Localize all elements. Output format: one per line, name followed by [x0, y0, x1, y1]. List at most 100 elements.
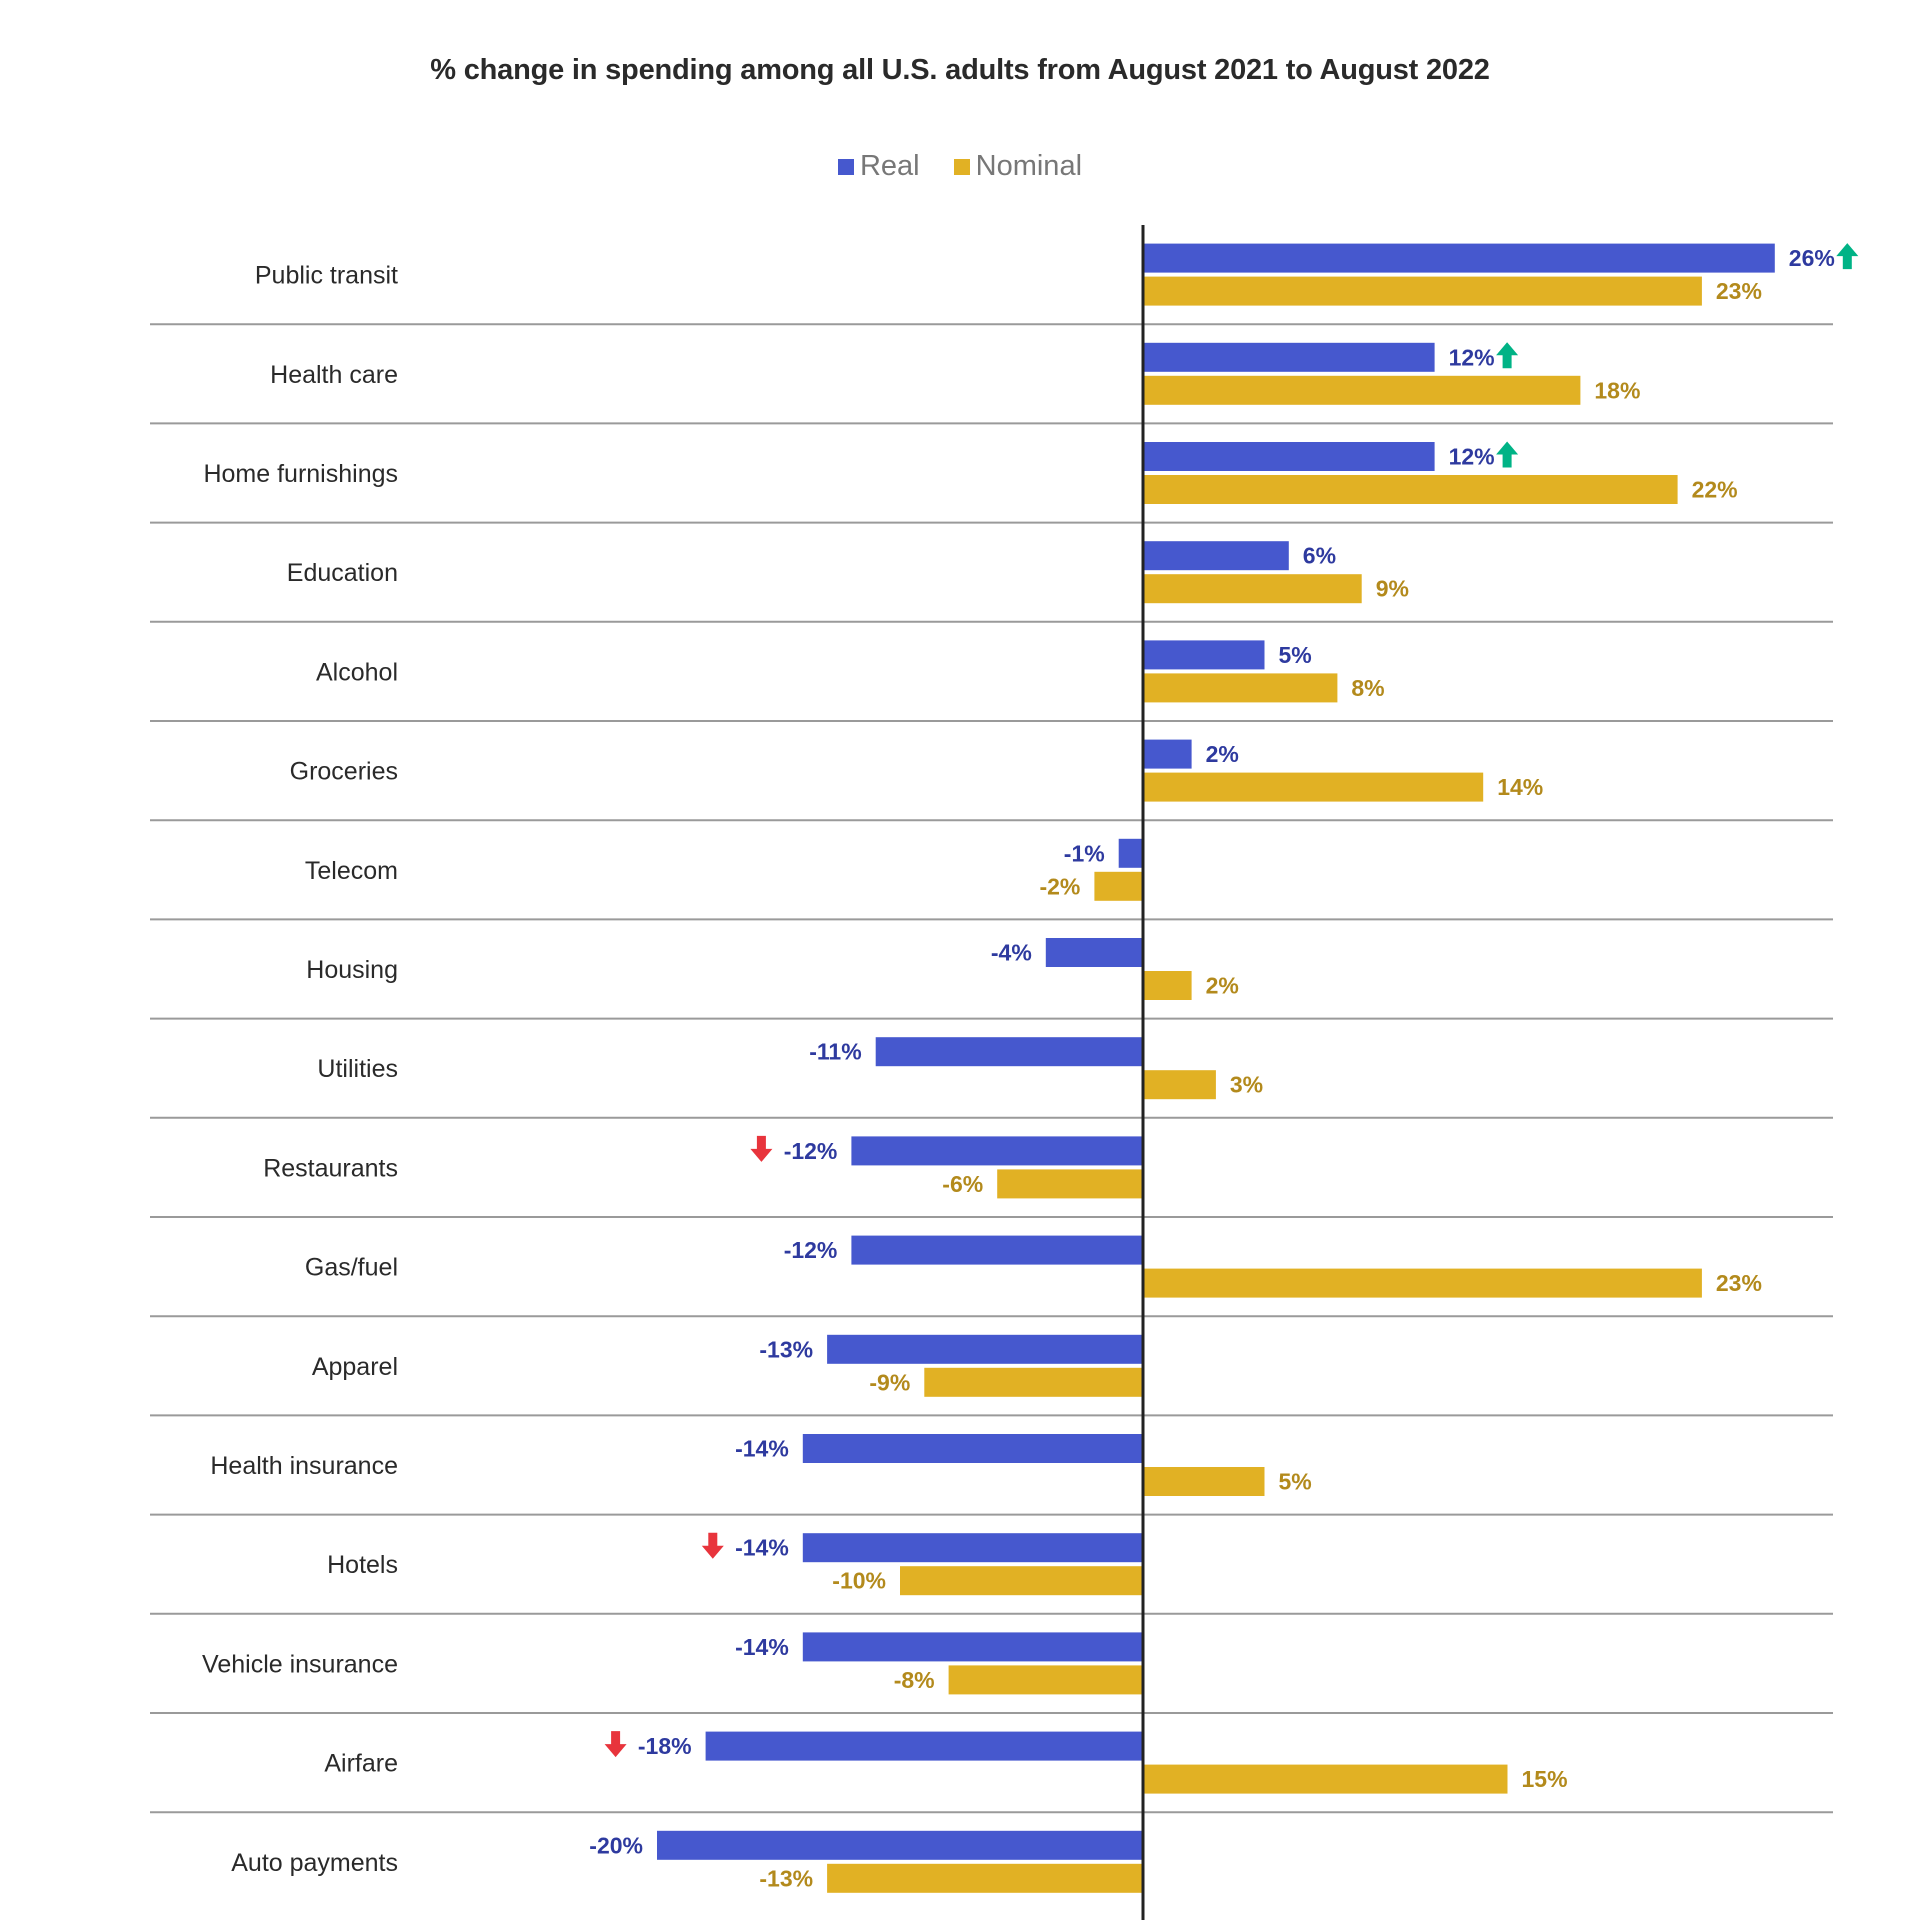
value-label-real-education: 6% [1303, 543, 1336, 569]
value-label-nominal-housing: 2% [1206, 973, 1239, 999]
bar-nominal-vehicle-insurance [948, 1665, 1143, 1695]
category-label-utilities: Utilities [317, 1055, 398, 1083]
bar-real-auto-payments [657, 1830, 1143, 1860]
category-label-apparel: Apparel [312, 1353, 398, 1381]
value-label-nominal-vehicle-insurance: -8% [894, 1667, 935, 1693]
bar-real-education [1143, 541, 1289, 571]
value-label-nominal-health-insurance: 5% [1279, 1469, 1312, 1495]
category-label-vehicle-insurance: Vehicle insurance [202, 1650, 398, 1678]
bar-real-home-furnishings [1143, 442, 1435, 471]
value-label-nominal-utilities: 3% [1230, 1072, 1263, 1098]
legend: Real Nominal [0, 150, 1920, 183]
bar-real-groceries [1143, 739, 1192, 769]
bar-real-utilities [875, 1037, 1143, 1067]
value-label-real-telecom: -1% [1064, 840, 1105, 866]
legend-item-real[interactable]: Real [837, 150, 920, 183]
value-label-nominal-hotels: -10% [832, 1568, 886, 1594]
value-label-nominal-restaurants: -6% [942, 1171, 983, 1197]
arrow-down-icon [750, 1135, 773, 1162]
bar-real-alcohol [1143, 640, 1265, 670]
bar-real-telecom [1118, 838, 1143, 868]
value-label-real-health-care: 12% [1449, 344, 1495, 370]
value-label-nominal-education: 9% [1376, 576, 1409, 602]
arrow-up-icon [1496, 441, 1519, 468]
value-label-nominal-auto-payments: -13% [759, 1865, 813, 1891]
category-label-restaurants: Restaurants [263, 1154, 398, 1182]
category-label-gas-fuel: Gas/fuel [305, 1254, 398, 1282]
bar-nominal-utilities [1143, 1070, 1216, 1100]
value-label-real-apparel: -13% [759, 1336, 813, 1362]
bar-real-airfare [705, 1731, 1143, 1761]
bar-nominal-restaurants [997, 1169, 1143, 1199]
legend-item-nominal[interactable]: Nominal [953, 150, 1083, 183]
value-label-real-home-furnishings: 12% [1449, 444, 1495, 470]
category-label-public-transit: Public transit [255, 262, 398, 290]
bar-real-vehicle-insurance [802, 1632, 1143, 1662]
value-label-real-housing: -4% [991, 940, 1032, 966]
value-label-real-restaurants: -12% [784, 1138, 838, 1164]
legend-swatch-real [837, 158, 854, 175]
legend-swatch-nominal [953, 158, 970, 175]
value-label-real-utilities: -11% [809, 1039, 861, 1065]
value-label-nominal-telecom: -2% [1039, 873, 1080, 899]
category-label-hotels: Hotels [327, 1551, 398, 1579]
value-label-real-gas-fuel: -12% [784, 1237, 838, 1263]
legend-label-nominal: Nominal [975, 150, 1083, 182]
value-label-real-vehicle-insurance: -14% [735, 1634, 789, 1660]
bar-nominal-health-insurance [1143, 1467, 1265, 1496]
bar-nominal-gas-fuel [1143, 1268, 1702, 1298]
category-label-education: Education [287, 559, 398, 587]
bar-real-restaurants [851, 1136, 1143, 1166]
bar-real-gas-fuel [851, 1235, 1143, 1265]
value-label-nominal-apparel: -9% [869, 1369, 910, 1395]
value-label-real-airfare: -18% [638, 1733, 692, 1759]
value-label-real-auto-payments: -20% [589, 1832, 643, 1858]
arrow-down-icon [701, 1532, 724, 1559]
bar-real-apparel [827, 1334, 1143, 1364]
category-label-airfare: Airfare [324, 1750, 398, 1778]
category-label-auto-payments: Auto payments [231, 1849, 398, 1877]
value-label-real-hotels: -14% [735, 1535, 789, 1561]
bar-nominal-public-transit [1143, 276, 1702, 306]
legend-label-real: Real [859, 150, 920, 182]
bar-nominal-hotels [900, 1566, 1143, 1596]
bar-real-health-insurance [802, 1434, 1143, 1463]
category-label-groceries: Groceries [290, 758, 398, 786]
bar-real-health-care [1143, 342, 1435, 372]
value-label-nominal-health-care: 18% [1594, 377, 1640, 403]
value-label-nominal-public-transit: 23% [1716, 278, 1762, 304]
value-label-nominal-gas-fuel: 23% [1716, 1270, 1762, 1296]
arrow-up-icon [1836, 243, 1859, 270]
value-label-real-groceries: 2% [1206, 741, 1239, 767]
value-label-nominal-home-furnishings: 22% [1692, 477, 1738, 503]
category-label-home-furnishings: Home furnishings [203, 460, 398, 488]
bar-nominal-telecom [1094, 871, 1143, 901]
bar-real-hotels [802, 1533, 1143, 1563]
chart-title: % change in spending among all U.S. adul… [430, 54, 1490, 86]
bar-nominal-auto-payments [827, 1863, 1143, 1893]
category-label-health-care: Health care [270, 361, 398, 389]
bar-nominal-apparel [924, 1367, 1143, 1397]
category-label-health-insurance: Health insurance [210, 1452, 398, 1480]
arrow-up-icon [1496, 342, 1519, 369]
bar-real-housing [1045, 938, 1143, 967]
bar-nominal-education [1143, 574, 1362, 604]
value-label-real-alcohol: 5% [1279, 642, 1312, 668]
value-label-nominal-airfare: 15% [1522, 1766, 1568, 1792]
bar-nominal-groceries [1143, 772, 1484, 802]
bar-nominal-health-care [1143, 375, 1581, 405]
value-label-nominal-alcohol: 8% [1351, 675, 1384, 701]
value-label-real-public-transit: 26% [1789, 245, 1835, 271]
category-label-telecom: Telecom [305, 857, 398, 885]
category-label-housing: Housing [306, 956, 398, 984]
bar-nominal-alcohol [1143, 673, 1338, 703]
arrow-down-icon [604, 1731, 627, 1758]
category-label-alcohol: Alcohol [316, 658, 398, 686]
bar-nominal-housing [1143, 971, 1192, 1000]
value-label-real-health-insurance: -14% [735, 1436, 789, 1462]
value-label-nominal-groceries: 14% [1497, 774, 1543, 800]
bar-nominal-home-furnishings [1143, 475, 1678, 504]
bar-real-public-transit [1143, 243, 1775, 273]
bar-nominal-airfare [1143, 1764, 1508, 1794]
